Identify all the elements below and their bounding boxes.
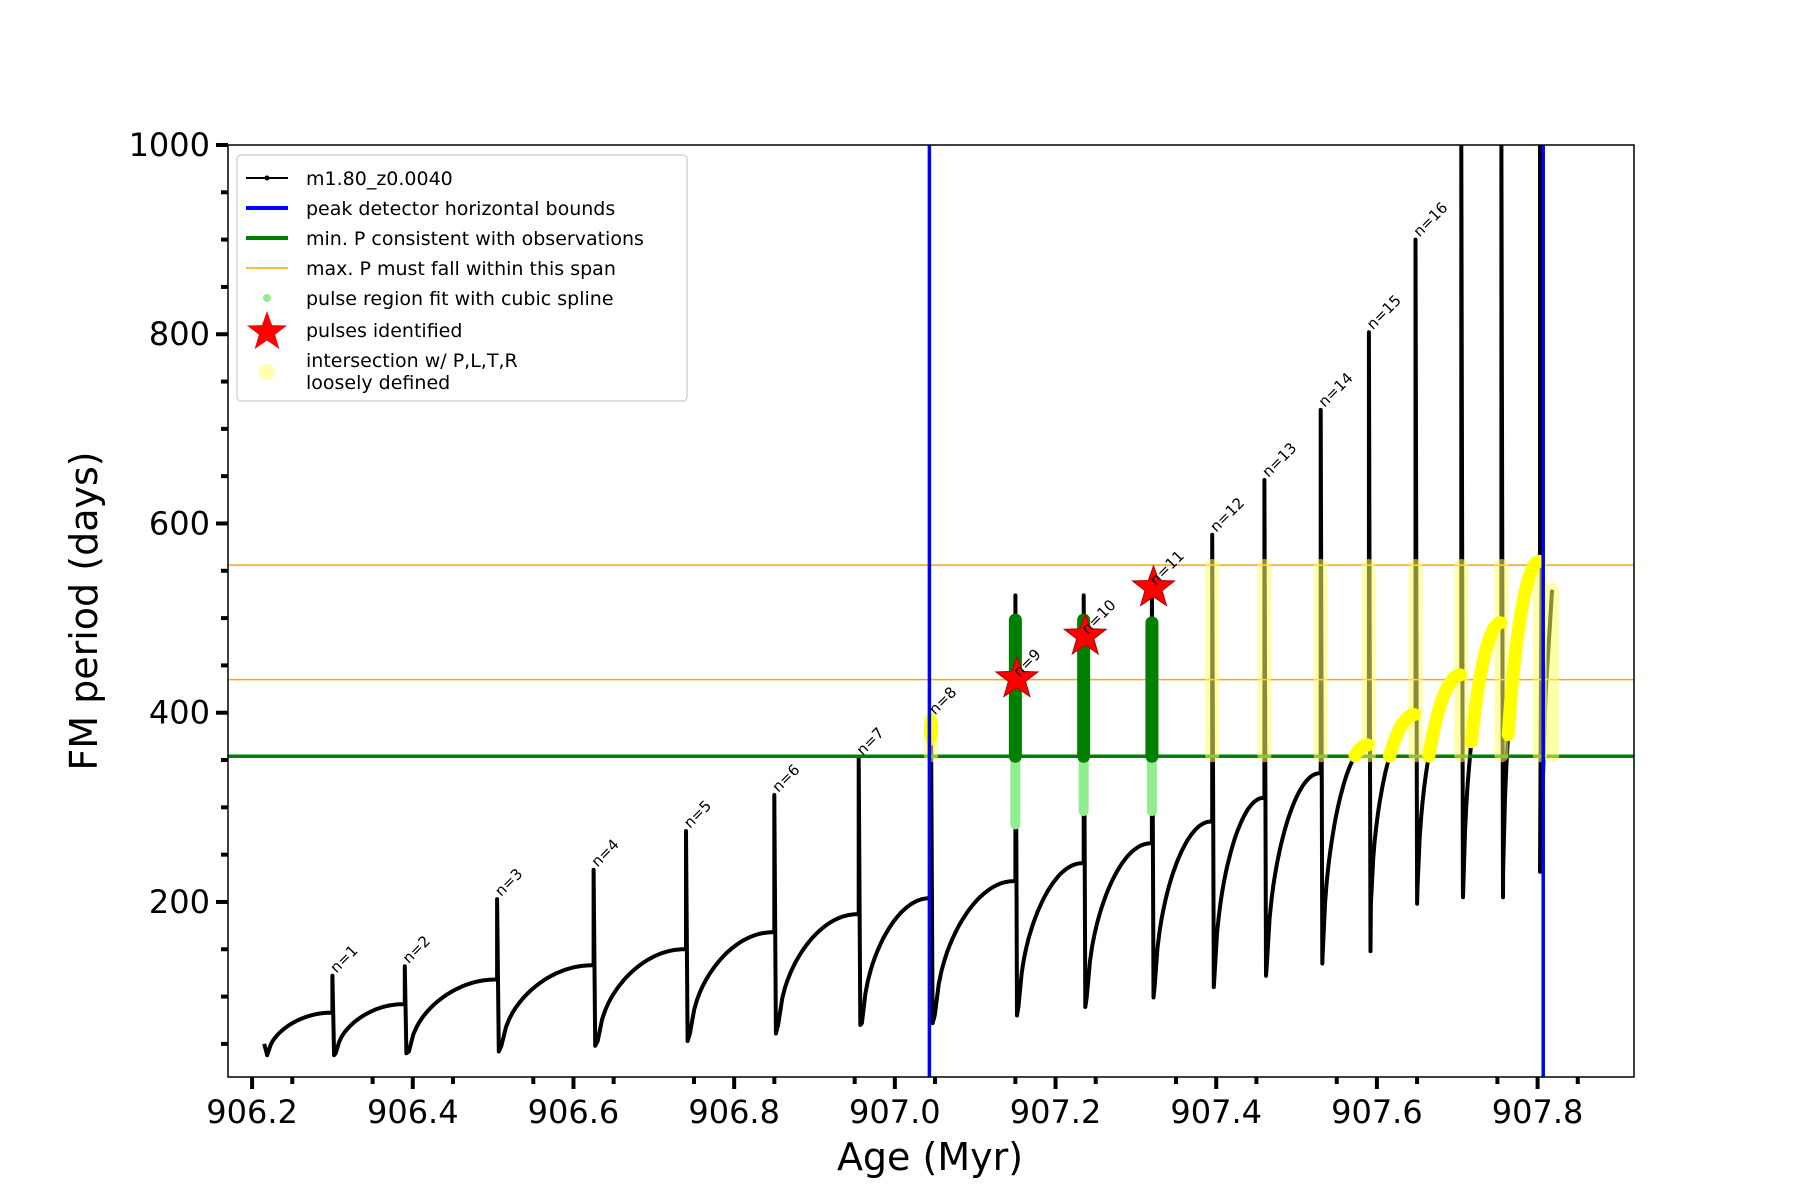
legend-swatch-faint-dot	[259, 364, 275, 380]
axes: 906.2 906.4 906.6 906.8 907.0 907.2 907.4 907.6…	[129, 126, 1584, 1131]
plot-frame	[227, 144, 1635, 1078]
loose-intersection-arch	[1348, 738, 1375, 763]
legend-label: peak detector horizontal bounds	[306, 198, 615, 220]
x-tick-label: 906.4	[367, 1093, 459, 1131]
legend-swatch-star	[247, 311, 287, 349]
pulse-identified-star	[1062, 612, 1108, 656]
x-tick-label: 907.4	[1170, 1093, 1262, 1131]
legend-label: pulses identified	[306, 320, 462, 342]
y-tick-label: 200	[149, 883, 210, 921]
loose-intersection-arch	[1464, 616, 1508, 749]
x-axis-label: Age (Myr)	[837, 1135, 1023, 1179]
legend-label: intersection w/ P,L,T,R	[306, 350, 518, 372]
legend-swatch-marker	[264, 175, 270, 181]
x-tick-label: 907.0	[849, 1093, 941, 1131]
pulse-identified-star	[994, 655, 1040, 698]
loose-intersection-arch	[1383, 708, 1421, 763]
x-tick-label: 906.2	[206, 1093, 298, 1131]
x-tick-label: 907.8	[1492, 1093, 1584, 1131]
legend-box	[236, 154, 688, 402]
y-axis-label: FM period (days)	[62, 451, 106, 770]
y-tick-label: 1000	[129, 126, 210, 164]
legend-label: max. P must fall within this span	[306, 258, 616, 280]
loose-intersection-arch	[1501, 554, 1546, 742]
loose-intersection-arch	[1422, 668, 1467, 763]
legend-label: m1.80_z0.0040	[306, 168, 453, 190]
y-tick-label: 800	[149, 315, 210, 353]
x-tick-label: 907.6	[1331, 1093, 1423, 1131]
legend-swatch-dot	[263, 294, 271, 302]
legend-label: min. P consistent with observations	[306, 228, 644, 250]
x-tick-label: 906.8	[688, 1093, 780, 1131]
x-tick-label: 907.2	[1010, 1093, 1102, 1131]
x-tick-label: 906.6	[528, 1093, 620, 1131]
y-tick-label: 600	[149, 504, 210, 542]
legend-label: pulse region fit with cubic spline	[306, 288, 614, 310]
legend-label: loosely defined	[306, 372, 450, 394]
y-tick-label: 400	[149, 694, 210, 732]
pulse-identified-star	[1131, 564, 1176, 607]
